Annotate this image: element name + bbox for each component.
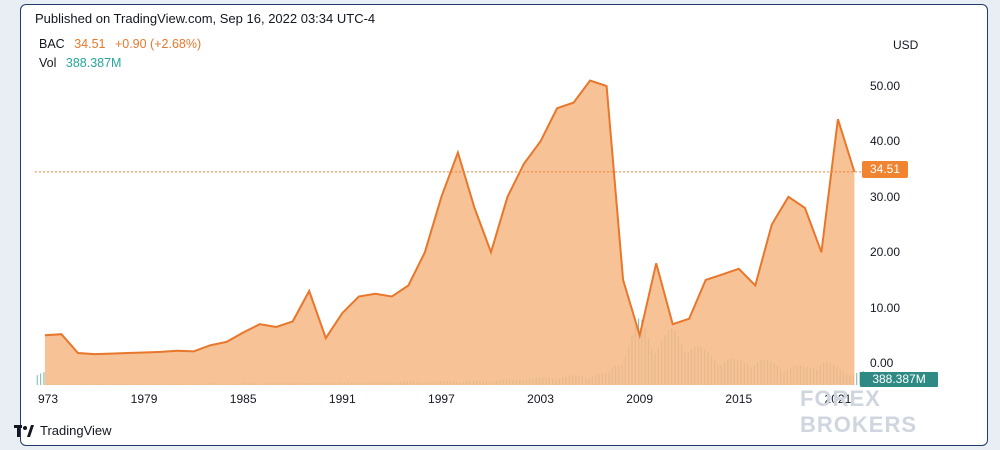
- volume-label: Vol: [39, 56, 57, 70]
- y-tick-label: 40.00: [870, 134, 901, 149]
- x-tick-label: 1985: [229, 392, 257, 406]
- logo-text: TradingView: [40, 423, 112, 438]
- price-area: [44, 80, 855, 385]
- x-tick-label: 1979: [130, 392, 158, 406]
- price-line: [44, 79, 856, 356]
- legend-price-row: BAC 34.51 +0.90 (+2.68%): [39, 37, 207, 51]
- tradingview-logo[interactable]: TradingView: [14, 423, 112, 438]
- x-tick-label: 2021: [824, 392, 852, 406]
- x-tick-label: 1997: [428, 392, 455, 406]
- y-tick-label: 50.00: [870, 79, 901, 93]
- x-tick-label: 2009: [626, 392, 654, 406]
- price-change: +0.90 (+2.68%): [114, 37, 202, 51]
- price-value: 34.51: [74, 37, 106, 51]
- legend-volume-row: Vol 388.387M: [39, 56, 127, 70]
- volume-value: 388.387M: [65, 56, 122, 70]
- x-tick-label: 1991: [328, 392, 356, 406]
- x-tick-label: 973: [37, 392, 59, 406]
- y-tick-label: 20.00: [870, 245, 901, 260]
- volume-bar: [36, 375, 38, 385]
- x-tick-label: 2015: [725, 392, 753, 406]
- x-tick-label: 2003: [527, 392, 554, 406]
- tradingview-icon: [14, 424, 34, 437]
- volume-bar: [856, 373, 858, 385]
- volume-bar: [43, 372, 45, 385]
- y-tick-label: 0.00: [870, 356, 894, 370]
- published-caption: Published on TradingView.com, Sep 16, 20…: [35, 11, 376, 26]
- volume-bar: [40, 373, 42, 385]
- volume-badge: 388.387M: [860, 372, 938, 387]
- symbol-label: BAC: [39, 37, 65, 51]
- y-tick-label: 10.00: [870, 300, 901, 315]
- y-tick-label: 30.00: [870, 189, 901, 204]
- last-price-badge: 34.51: [862, 161, 908, 178]
- watermark-logo: FOREX BROKERS: [800, 386, 918, 437]
- currency-label: USD: [893, 38, 919, 52]
